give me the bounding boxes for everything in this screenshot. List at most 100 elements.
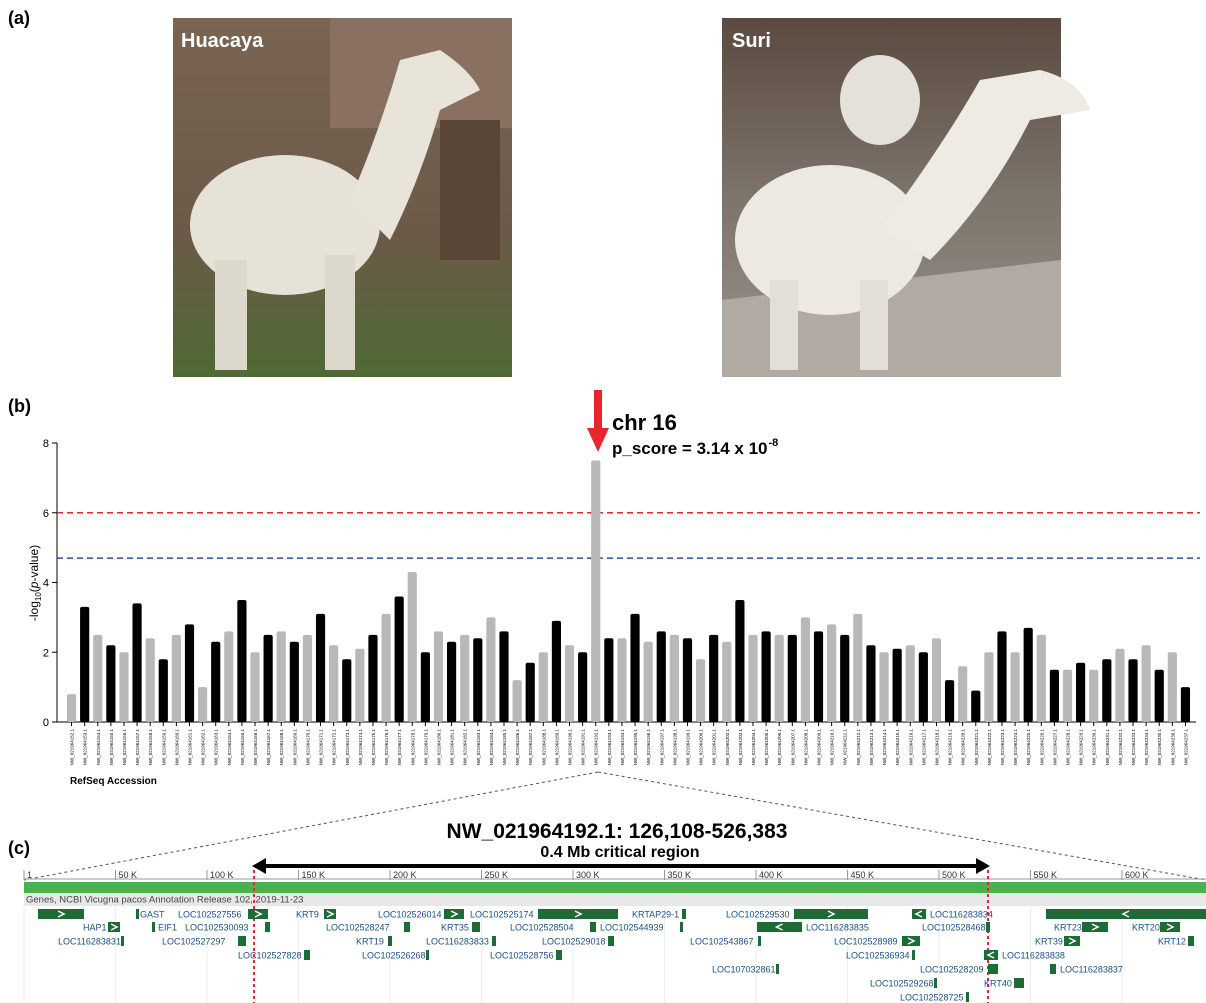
snp-column [813, 631, 824, 722]
x-tick-label: NW_021964210.1 [830, 729, 835, 766]
gene-box [238, 936, 246, 946]
gene-box [912, 950, 915, 960]
x-tick-label: NW_021964161.1 [187, 729, 192, 766]
double-arrow [252, 858, 990, 874]
x-tick-label: NW_021964237.1 [1183, 729, 1188, 766]
x-tick-label: NW_021964235.1 [1157, 729, 1162, 766]
photo-label: Suri [732, 30, 771, 52]
gene-label: LOC102526014 [378, 909, 442, 919]
x-tick-label: NW_021964195.1 [633, 729, 638, 766]
x-tick-label: NW_021964152.1 [70, 729, 75, 766]
x-tick-label: NW_021964188.1 [541, 729, 546, 766]
snp-column [682, 638, 693, 722]
gene-box [758, 936, 761, 946]
x-tick-label: NW_021964162.1 [201, 729, 206, 766]
x-tick-label: NW_021964209.1 [817, 729, 822, 766]
x-tick-label: NW_021964223.1 [1000, 729, 1005, 766]
y-tick-label: 0 [43, 717, 49, 729]
photo-label: Huacaya [181, 30, 264, 52]
gene-box [444, 909, 464, 919]
snp-column [722, 641, 732, 722]
x-tick-label: NW_021964179.1 [423, 729, 428, 766]
gene-box [426, 950, 429, 960]
snp-column [1154, 669, 1164, 722]
x-tick-label: NW_021964189.1 [554, 729, 559, 766]
snp-column [971, 690, 981, 722]
gene-label: KRT23 [1054, 922, 1082, 932]
gene-label: KRT12 [1158, 936, 1186, 946]
x-tick-label: NW_021964193.1 [607, 729, 612, 766]
snp-column [342, 659, 352, 722]
snp-column [106, 645, 116, 722]
panel-label: (a) [8, 8, 30, 28]
gene-strand [450, 910, 459, 918]
x-tick-label: NW_021964234.1 [1144, 729, 1149, 766]
x-tick-label: NW_021964182.1 [463, 729, 468, 766]
snp-column [158, 659, 168, 722]
gene-box [1188, 936, 1194, 946]
snp-column [119, 652, 129, 722]
snp-column [958, 666, 968, 722]
gene-label: KRT39 [1035, 936, 1063, 946]
gene-label: LOC102527556 [178, 909, 242, 919]
snp-column [1010, 652, 1020, 722]
snp-column [617, 638, 627, 722]
snp-column [591, 460, 601, 722]
snp-column [1076, 662, 1086, 722]
gene-box [1050, 964, 1056, 974]
gene-box [1064, 936, 1080, 946]
x-tick-label: NW_021964197.1 [659, 729, 664, 766]
x-tick-label: NW_021964192.1 [594, 729, 599, 766]
gene-label: LOC102528504 [510, 922, 574, 932]
gene-strand [1068, 937, 1077, 945]
y-tick-label: 4 [43, 578, 49, 590]
x-tick-label: NW_021964172.1 [332, 729, 337, 766]
x-tick-label: NW_021964165.1 [240, 729, 245, 766]
gene-strand [1091, 923, 1100, 931]
snp-column [250, 652, 260, 722]
snp-column [381, 613, 391, 722]
x-tick-label: NW_021964215.1 [895, 729, 900, 766]
x-tick-label: NW_021964203.1 [738, 729, 743, 766]
snp-column [302, 634, 313, 722]
snp-column [944, 680, 955, 722]
gene-label: HAP1 [83, 922, 107, 932]
gene-label: LOC102528468 [922, 922, 986, 932]
panel-label: (b) [8, 396, 31, 416]
snp-column [184, 624, 195, 722]
snp-column [447, 641, 457, 722]
x-tick-label: NW_021964206.1 [777, 729, 782, 766]
x-tick-label: NW_021964194.1 [620, 729, 625, 766]
gene-strand [986, 951, 995, 959]
snp-column [224, 631, 234, 722]
snp-column [905, 645, 915, 722]
x-tick-label: NW_021964170.1 [305, 729, 310, 766]
x-tick-label: NW_021964153.1 [83, 729, 88, 766]
gene-box [265, 922, 270, 932]
gene-box [988, 964, 998, 974]
x-tick-label: NW_021964208.1 [803, 729, 808, 766]
x-tick-label: NW_021964217.1 [921, 729, 926, 766]
gene-box [966, 992, 969, 1002]
x-tick-label: NW_021964186.1 [515, 729, 520, 766]
snp-column [420, 652, 430, 722]
snp-column [643, 641, 653, 722]
snp-column [525, 662, 535, 722]
gene-strand [254, 910, 263, 918]
snp-column [1062, 669, 1073, 722]
gene-label: GAST [140, 909, 165, 919]
gene-box [121, 936, 124, 946]
snp-column [237, 599, 247, 722]
ruler-label: 600 K [1125, 870, 1149, 880]
snp-column [132, 603, 142, 722]
gene-box [492, 936, 496, 946]
ruler-label: 300 K [576, 870, 600, 880]
y-axis-label: -log10(p-value) [27, 545, 43, 621]
snp-column [1180, 687, 1191, 722]
x-tick-label: NW_021964176.1 [384, 729, 389, 766]
gene-label: LOC102528247 [326, 922, 390, 932]
snp-column [66, 694, 77, 722]
gene-label: KRT9 [296, 909, 319, 919]
gene-box [472, 922, 480, 932]
